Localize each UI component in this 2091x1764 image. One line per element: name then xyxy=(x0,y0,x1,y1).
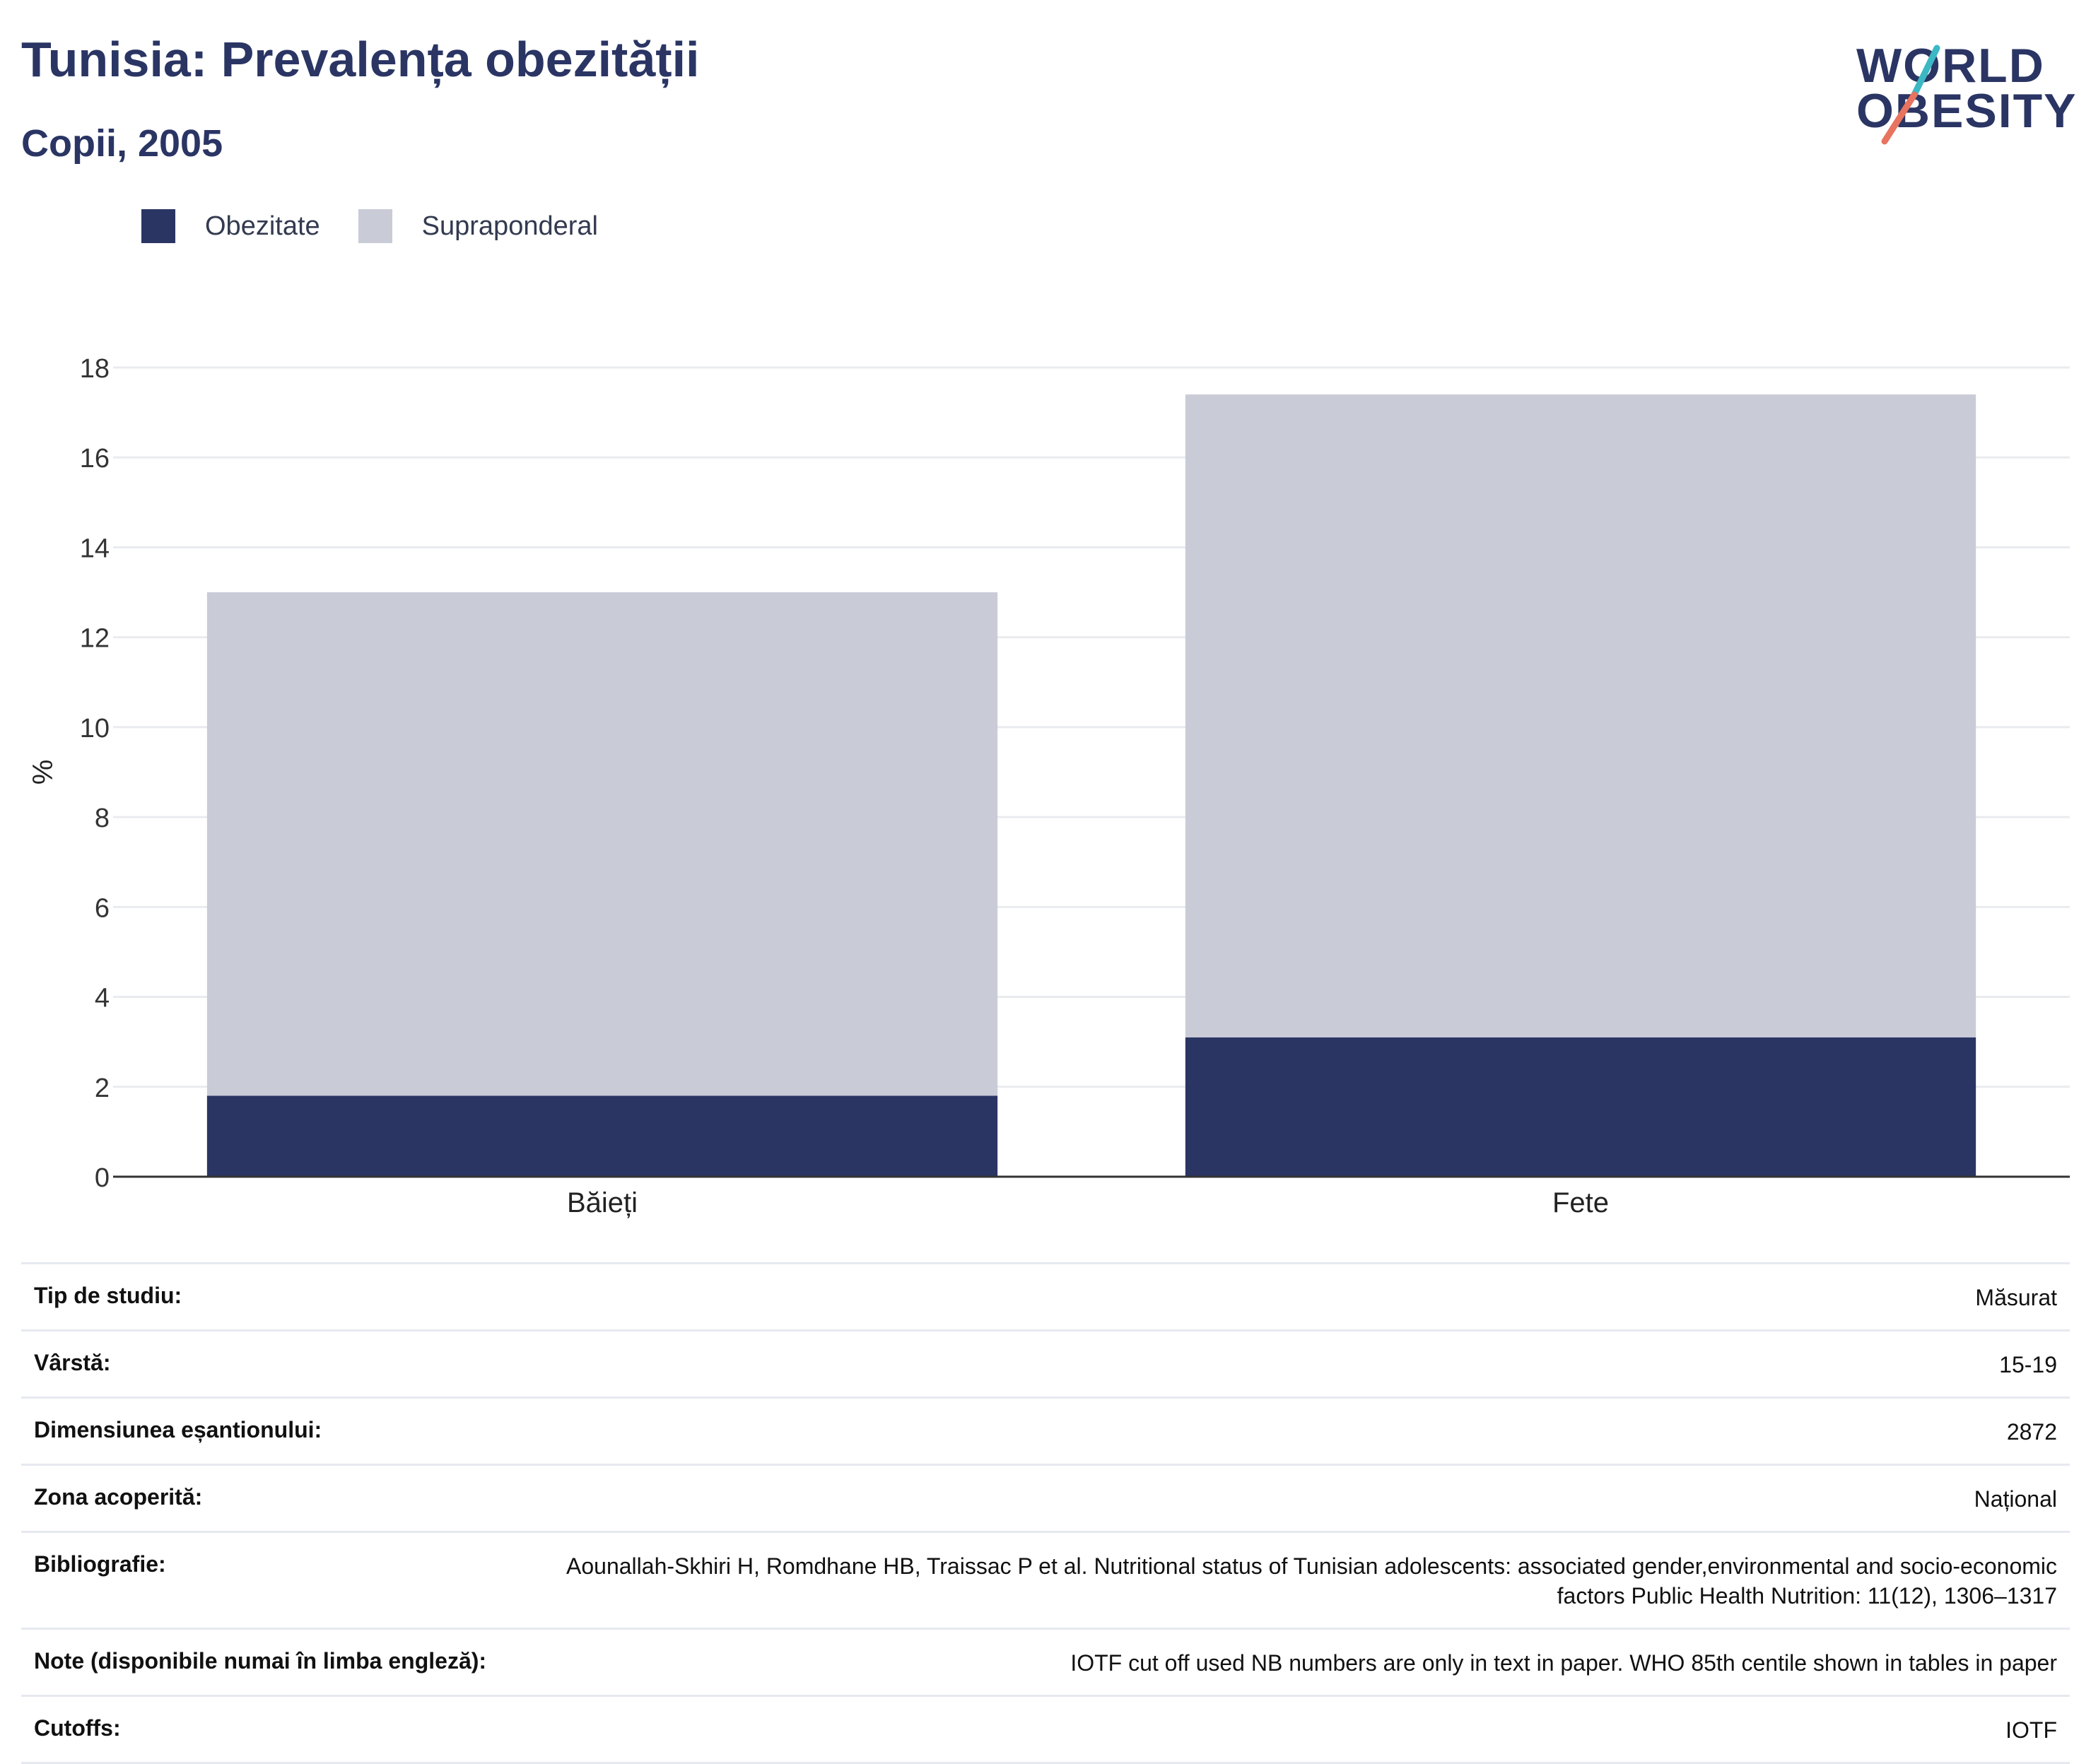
bar-overweight-1 xyxy=(1185,394,1976,1037)
page-subtitle: Copii, 2005 xyxy=(21,122,223,165)
detail-value: Național xyxy=(1974,1486,2057,1512)
logo-slash-icon xyxy=(1881,45,1940,145)
detail-row: Note (disponibile numai în limba engleză… xyxy=(21,1628,2070,1695)
y-tick-label: 18 xyxy=(80,354,110,384)
detail-value: 15-19 xyxy=(1999,1352,2057,1377)
detail-value: IOTF xyxy=(2005,1717,2057,1743)
x-tick-label: Fete xyxy=(1552,1187,1609,1218)
legend-item-overweight: Supraponderal xyxy=(358,209,598,243)
detail-row: Zona acoperită: Național xyxy=(21,1464,2070,1531)
world-obesity-logo: WORLD OBESITY xyxy=(1844,34,2076,154)
detail-value: 2872 xyxy=(2006,1419,2057,1445)
detail-key: Dimensiunea eșantionului: xyxy=(34,1417,322,1442)
detail-key: Vârstă: xyxy=(34,1350,111,1375)
legend-label-obesity: Obezitate xyxy=(205,211,320,241)
y-tick-label: 6 xyxy=(95,893,110,923)
detail-value: Măsurat xyxy=(1975,1285,2057,1310)
detail-row: Vârstă: 15-19 xyxy=(21,1329,2070,1396)
legend-swatch-overweight xyxy=(358,209,392,243)
stacked-bar-chart: 0 2 4 6 8 10 12 14 16 18% Băieți Fete xyxy=(28,354,2070,1218)
y-tick-label: 12 xyxy=(80,624,110,654)
detail-key: Bibliografie: xyxy=(34,1551,166,1577)
chart-legend: Obezitate Supraponderal xyxy=(141,209,636,243)
logo-slash-coral xyxy=(1881,91,1918,145)
y-tick-label: 14 xyxy=(80,534,110,563)
detail-row: Bibliografie: Aounallah-Skhiri H, Romdhan… xyxy=(21,1531,2070,1628)
bar-obesity-0 xyxy=(206,1095,998,1177)
detail-value: Aounallah-Skhiri H, Romdhane HB, Traissa… xyxy=(566,1553,2057,1609)
y-axis-label: % xyxy=(28,760,59,785)
logo-line-1: WORLD xyxy=(1856,39,2045,93)
detail-row: Tip de studiu: Măsurat xyxy=(21,1262,2070,1329)
y-tick-label: 10 xyxy=(80,714,110,743)
y-tick-label: 0 xyxy=(95,1163,110,1193)
bar-overweight-0 xyxy=(206,592,998,1096)
detail-key: Zona acoperită: xyxy=(34,1484,203,1510)
legend-item-obesity: Obezitate xyxy=(141,209,320,243)
page-title: Tunisia: Prevalența obezității xyxy=(21,32,700,87)
detail-value: IOTF cut off used NB numbers are only in… xyxy=(1070,1650,2057,1676)
y-tick-label: 4 xyxy=(95,984,110,1013)
y-tick-label: 2 xyxy=(95,1074,110,1103)
bar-obesity-1 xyxy=(1185,1037,1976,1177)
detail-key: Note (disponibile numai în limba engleză… xyxy=(34,1648,487,1674)
y-tick-label: 8 xyxy=(95,804,110,833)
y-tick-label: 16 xyxy=(80,444,110,474)
detail-row: Cutoffs: IOTF xyxy=(21,1695,2070,1764)
legend-swatch-obesity xyxy=(141,209,175,243)
x-tick-label: Băieți xyxy=(567,1187,638,1218)
logo-slash-teal xyxy=(1911,45,1940,98)
detail-key: Cutoffs: xyxy=(34,1715,121,1741)
detail-key: Tip de studiu: xyxy=(34,1283,182,1308)
detail-row: Dimensiunea eșantionului: 2872 xyxy=(21,1396,2070,1464)
legend-label-overweight: Supraponderal xyxy=(421,211,598,241)
study-details-table: Tip de studiu: Măsurat Vârstă: 15-19 Dimensi… xyxy=(21,1262,2070,1764)
